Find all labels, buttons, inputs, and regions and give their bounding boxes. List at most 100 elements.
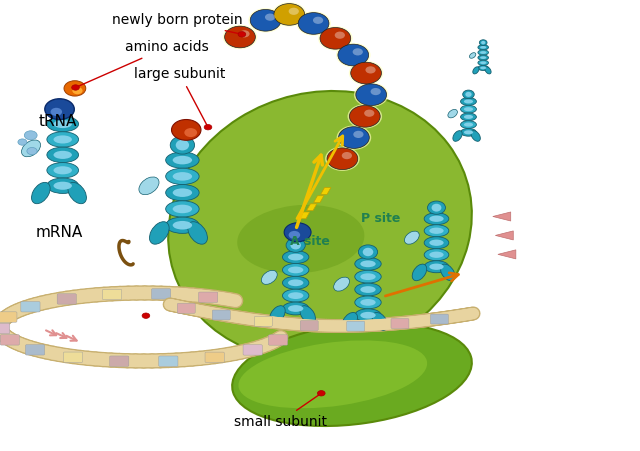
Ellipse shape bbox=[478, 50, 488, 55]
Text: P site: P site bbox=[361, 212, 401, 225]
Ellipse shape bbox=[31, 182, 50, 204]
Ellipse shape bbox=[424, 213, 449, 225]
Ellipse shape bbox=[461, 97, 476, 106]
Circle shape bbox=[318, 26, 353, 51]
Ellipse shape bbox=[355, 283, 381, 296]
Circle shape bbox=[317, 391, 325, 396]
Ellipse shape bbox=[464, 130, 473, 134]
FancyBboxPatch shape bbox=[152, 289, 171, 299]
Ellipse shape bbox=[56, 105, 69, 115]
Circle shape bbox=[320, 28, 351, 49]
Circle shape bbox=[18, 139, 27, 145]
FancyBboxPatch shape bbox=[391, 318, 409, 328]
Ellipse shape bbox=[424, 237, 449, 249]
Ellipse shape bbox=[286, 238, 305, 253]
Circle shape bbox=[51, 108, 62, 116]
Ellipse shape bbox=[54, 120, 72, 128]
Circle shape bbox=[248, 8, 283, 32]
FancyBboxPatch shape bbox=[0, 335, 19, 345]
Ellipse shape bbox=[333, 277, 349, 291]
Text: newly born protein: newly born protein bbox=[112, 13, 243, 34]
Ellipse shape bbox=[176, 140, 189, 151]
Ellipse shape bbox=[478, 55, 488, 60]
Ellipse shape bbox=[139, 177, 159, 195]
FancyBboxPatch shape bbox=[198, 292, 218, 303]
FancyBboxPatch shape bbox=[21, 302, 40, 312]
FancyBboxPatch shape bbox=[243, 345, 262, 355]
Ellipse shape bbox=[173, 189, 192, 197]
Ellipse shape bbox=[464, 107, 473, 111]
Ellipse shape bbox=[461, 106, 476, 113]
Circle shape bbox=[365, 66, 376, 74]
Text: amino acids: amino acids bbox=[78, 40, 209, 87]
Ellipse shape bbox=[360, 299, 376, 306]
Ellipse shape bbox=[166, 217, 199, 233]
Ellipse shape bbox=[166, 152, 199, 168]
Circle shape bbox=[289, 231, 300, 239]
Ellipse shape bbox=[150, 222, 169, 244]
Ellipse shape bbox=[363, 248, 373, 256]
Circle shape bbox=[72, 85, 79, 90]
Ellipse shape bbox=[342, 313, 358, 330]
Circle shape bbox=[274, 4, 305, 25]
Text: small subunit: small subunit bbox=[234, 395, 326, 429]
FancyBboxPatch shape bbox=[109, 356, 129, 366]
Ellipse shape bbox=[429, 239, 444, 246]
Circle shape bbox=[336, 43, 371, 67]
Ellipse shape bbox=[47, 132, 79, 147]
Circle shape bbox=[225, 26, 255, 48]
Ellipse shape bbox=[282, 251, 309, 263]
Ellipse shape bbox=[471, 131, 481, 141]
Ellipse shape bbox=[22, 140, 40, 157]
Ellipse shape bbox=[360, 312, 376, 318]
Ellipse shape bbox=[68, 182, 86, 204]
Ellipse shape bbox=[465, 92, 472, 97]
FancyBboxPatch shape bbox=[177, 304, 195, 313]
Circle shape bbox=[338, 44, 369, 66]
Ellipse shape bbox=[47, 178, 79, 193]
Ellipse shape bbox=[424, 249, 449, 261]
Circle shape bbox=[72, 87, 83, 94]
Circle shape bbox=[356, 84, 387, 106]
Ellipse shape bbox=[404, 231, 419, 244]
Ellipse shape bbox=[173, 205, 192, 213]
Polygon shape bbox=[495, 231, 513, 240]
Circle shape bbox=[327, 148, 358, 170]
Ellipse shape bbox=[428, 201, 445, 214]
FancyBboxPatch shape bbox=[63, 352, 83, 363]
Circle shape bbox=[239, 30, 250, 37]
Ellipse shape bbox=[47, 116, 79, 132]
Polygon shape bbox=[300, 212, 310, 219]
Ellipse shape bbox=[440, 264, 455, 281]
Ellipse shape bbox=[288, 279, 303, 286]
Ellipse shape bbox=[461, 121, 476, 129]
Ellipse shape bbox=[424, 225, 449, 237]
FancyBboxPatch shape bbox=[57, 294, 76, 304]
Ellipse shape bbox=[166, 168, 199, 184]
Circle shape bbox=[24, 131, 37, 140]
Ellipse shape bbox=[464, 99, 473, 103]
Ellipse shape bbox=[282, 289, 309, 302]
Circle shape bbox=[142, 313, 150, 318]
Ellipse shape bbox=[237, 205, 364, 273]
Circle shape bbox=[353, 48, 363, 55]
Ellipse shape bbox=[173, 221, 192, 230]
Ellipse shape bbox=[478, 45, 488, 50]
Ellipse shape bbox=[51, 101, 74, 118]
FancyBboxPatch shape bbox=[268, 335, 287, 345]
Ellipse shape bbox=[429, 228, 444, 234]
Ellipse shape bbox=[473, 67, 479, 74]
Ellipse shape bbox=[47, 163, 79, 178]
Ellipse shape bbox=[54, 166, 72, 175]
Circle shape bbox=[349, 106, 380, 127]
Circle shape bbox=[313, 17, 323, 24]
Ellipse shape bbox=[54, 135, 72, 143]
Circle shape bbox=[371, 88, 381, 95]
Ellipse shape bbox=[481, 41, 485, 44]
Text: mRNA: mRNA bbox=[35, 225, 83, 240]
Ellipse shape bbox=[300, 306, 316, 323]
Circle shape bbox=[250, 9, 281, 31]
FancyBboxPatch shape bbox=[26, 345, 45, 355]
Ellipse shape bbox=[282, 263, 309, 276]
Circle shape bbox=[27, 147, 37, 155]
